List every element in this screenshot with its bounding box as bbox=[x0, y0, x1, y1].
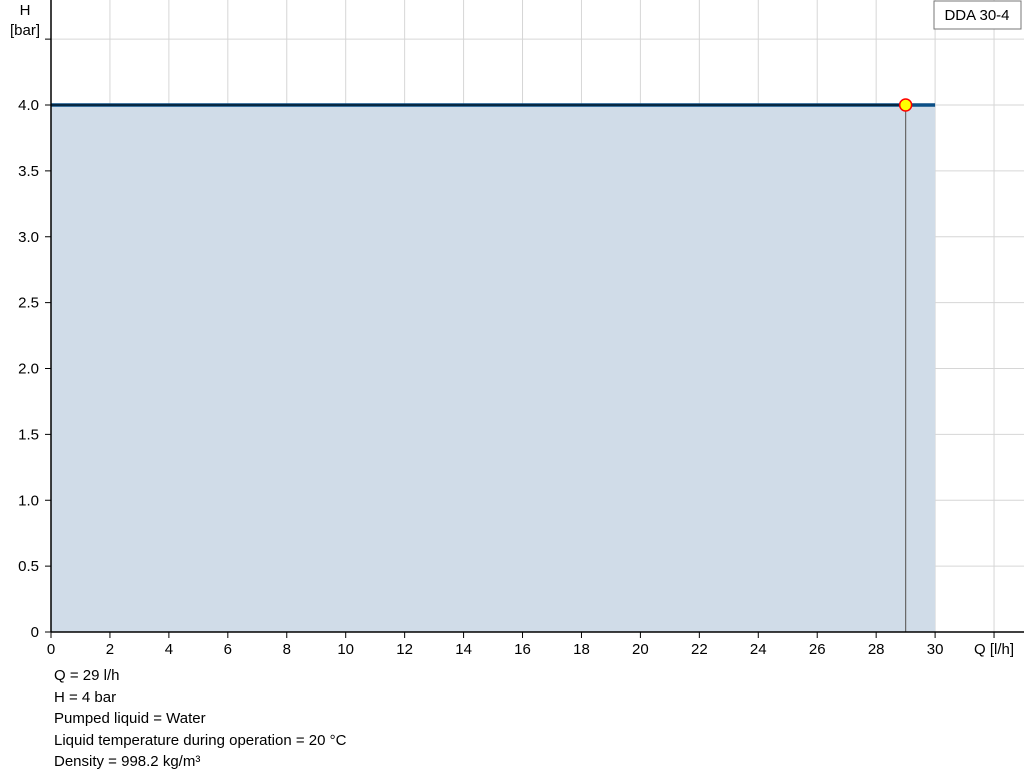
legend-box: DDA 30-4 bbox=[933, 0, 1022, 30]
x-tick-label: 10 bbox=[337, 641, 354, 658]
x-tick-label: 12 bbox=[396, 641, 413, 658]
duty-point-info: Q = 29 l/h H = 4 bar Pumped liquid = Wat… bbox=[54, 665, 346, 773]
x-tick-label: 28 bbox=[868, 641, 885, 658]
x-tick-label: 22 bbox=[691, 641, 708, 658]
x-tick-label: 8 bbox=[283, 641, 291, 658]
x-tick-label: 16 bbox=[514, 641, 531, 658]
x-tick-label: 2 bbox=[106, 641, 114, 658]
x-tick-label: 30 bbox=[927, 641, 944, 658]
duty-point bbox=[898, 98, 913, 112]
pump-curve-chart: 0 2 4 6 8 10 12 14 16 18 20 22 24 26 28 3000.51.01.52.0… bbox=[10, 0, 1024, 658]
y-tick-label: 0.5 bbox=[18, 558, 39, 575]
x-tick-label: 0 bbox=[47, 641, 55, 658]
info-head: H = 4 bar bbox=[54, 688, 117, 706]
info-density: Density = 998.2 kg/m³ bbox=[54, 753, 201, 770]
x-tick-label: 18 bbox=[573, 641, 590, 658]
y-tick-label: 1.0 bbox=[18, 492, 39, 509]
x-tick-label: 6 bbox=[224, 641, 232, 658]
legend-label: DDA 30-4 bbox=[944, 7, 1009, 24]
axes: 0 2 4 6 8 10 12 14 16 18 20 22 24 26 28 3000.51.01.52.0… bbox=[18, 0, 1024, 658]
y-axis-label-unit: [bar] bbox=[10, 22, 40, 39]
info-liquid: Pumped liquid = Water bbox=[54, 710, 206, 727]
x-tick-label: 14 bbox=[455, 641, 472, 658]
x-tick-label: 20 bbox=[632, 641, 649, 658]
x-tick-label: 4 bbox=[165, 641, 173, 658]
curve-fill bbox=[51, 105, 936, 632]
info-temperature: Liquid temperature during operation = 20… bbox=[54, 731, 347, 749]
plot-area bbox=[51, 98, 936, 632]
y-tick-label: 3.0 bbox=[18, 229, 39, 246]
info-flow: Q = 29 l/h bbox=[54, 667, 120, 684]
y-tick-label: 4.0 bbox=[18, 97, 39, 114]
x-tick-label: 26 bbox=[809, 641, 826, 658]
y-tick-label: 3.5 bbox=[18, 163, 39, 180]
x-tick-label: 24 bbox=[750, 641, 767, 658]
x-axis-label: Q [l/h] bbox=[974, 641, 1014, 658]
y-tick-label: 2.5 bbox=[18, 295, 39, 312]
y-tick-label: 1.5 bbox=[18, 426, 39, 443]
y-axis-label-h: H bbox=[20, 2, 31, 19]
y-tick-label: 2.0 bbox=[18, 361, 39, 378]
y-tick-label: 0 bbox=[31, 624, 39, 641]
